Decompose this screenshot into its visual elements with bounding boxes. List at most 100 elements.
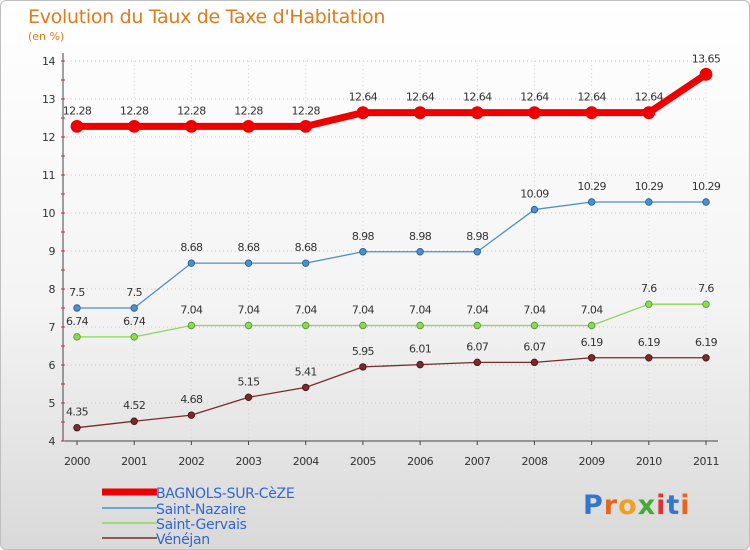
data-label: 8.98 — [466, 230, 489, 243]
data-point — [473, 248, 481, 256]
data-label: 12.28 — [120, 104, 149, 117]
x-tick-label: 2008 — [521, 455, 547, 468]
data-point — [642, 106, 656, 120]
data-label: 7.04 — [581, 303, 604, 316]
y-tick-label: 12 — [42, 131, 55, 144]
data-point — [356, 106, 370, 120]
data-point — [416, 248, 424, 256]
legend-label: Vénéjan — [156, 532, 210, 548]
data-label: 5.95 — [352, 345, 375, 358]
data-label: 10.29 — [692, 180, 721, 193]
logo-letter: x — [637, 490, 657, 521]
logo-letter: i — [656, 490, 667, 521]
data-point — [302, 321, 310, 330]
data-point — [530, 205, 539, 214]
data-point — [244, 259, 253, 267]
y-tick-label: 4 — [49, 435, 56, 448]
data-point — [359, 363, 367, 371]
data-label: 5.41 — [295, 365, 317, 378]
logo-letter: P — [583, 490, 604, 521]
data-point — [187, 411, 196, 419]
data-point — [473, 321, 481, 330]
legend-label: BAGNOLS-SUR-CèZE — [156, 486, 294, 502]
data-point — [528, 106, 541, 120]
data-point — [645, 300, 653, 308]
data-label: 6.74 — [66, 315, 89, 328]
proxiti-logo: Proxiti — [583, 490, 691, 521]
data-label: 8.68 — [295, 241, 318, 254]
y-tick-label: 13 — [42, 93, 55, 106]
chart-title: Evolution du Taux de Taxe d'Habitation — [28, 6, 386, 28]
y-tick-label: 10 — [42, 207, 55, 220]
x-tick-label: 2006 — [407, 455, 433, 468]
series-line — [76, 201, 707, 309]
data-label: 4.35 — [66, 406, 89, 419]
chart-subtitle: (en %) — [28, 30, 65, 43]
x-tick-label: 2011 — [693, 455, 719, 468]
data-point — [702, 300, 710, 308]
data-point — [702, 198, 710, 206]
logo-letter: r — [603, 490, 619, 521]
data-point — [299, 119, 313, 133]
data-label: 10.29 — [635, 180, 664, 193]
data-point — [242, 119, 255, 133]
data-label: 12.28 — [177, 104, 206, 117]
data-label: 6.07 — [466, 340, 489, 353]
data-point — [130, 333, 138, 341]
data-label: 12.64 — [349, 91, 378, 104]
x-tick-label: 2007 — [464, 455, 490, 468]
data-label: 12.64 — [577, 91, 606, 104]
x-tick-label: 2009 — [579, 455, 605, 468]
data-point — [187, 321, 196, 330]
data-point — [359, 248, 367, 256]
series-line — [76, 357, 707, 429]
data-point — [73, 333, 81, 341]
data-label: 6.19 — [638, 336, 661, 349]
series-v-n-jan: 4.35 4.52 4.68 5.15 5.41 5.95 6.01 6.07 6.07 6.19… — [66, 336, 718, 432]
data-point — [585, 106, 599, 120]
data-label: 7.04 — [295, 303, 318, 316]
series-bagnols-sur-c-ze: 12.28 12.28 12.28 12.28 12.28 12.64 12.64 12.64… — [63, 52, 721, 133]
x-tick-label: 2004 — [293, 455, 319, 468]
data-label: 7.04 — [237, 303, 260, 316]
data-point — [587, 321, 596, 330]
y-tick-label: 6 — [49, 359, 56, 372]
data-point — [130, 304, 138, 312]
data-point — [184, 119, 198, 133]
data-label: 7.6 — [698, 282, 714, 295]
data-label: 7.04 — [523, 303, 546, 316]
data-label: 4.68 — [180, 393, 203, 406]
data-point — [187, 259, 196, 267]
data-label: 8.98 — [352, 230, 375, 243]
data-label: 10.09 — [520, 188, 549, 201]
data-label: 4.52 — [123, 399, 145, 412]
data-point — [645, 354, 653, 362]
data-point — [359, 321, 367, 330]
data-point — [530, 321, 539, 330]
data-point — [127, 119, 141, 133]
data-label: 6.07 — [523, 340, 546, 353]
y-tick-label: 9 — [49, 245, 56, 258]
data-point — [473, 358, 481, 367]
y-tick-label: 14 — [42, 55, 55, 68]
data-point — [413, 106, 427, 120]
series-saint-gervais: 6.74 6.74 7.04 7.04 7.04 7.04 7.04 7.04 7.04 7.04… — [66, 282, 715, 341]
data-point — [530, 358, 539, 367]
data-label: 10.29 — [577, 180, 606, 193]
y-tick-label: 11 — [42, 169, 55, 182]
series-saint-nazaire: 7.5 7.5 8.68 8.68 8.68 8.98 8.98 8.98 10.09 10.29… — [69, 180, 721, 312]
y-tick-label: 7 — [49, 321, 56, 334]
x-tick-label: 2000 — [64, 455, 90, 468]
x-tick-label: 2003 — [236, 455, 262, 468]
logo-letter: i — [680, 490, 691, 521]
data-label: 7.04 — [180, 303, 203, 316]
data-label: 12.64 — [635, 91, 664, 104]
data-label: 7.04 — [352, 303, 375, 316]
data-point — [130, 417, 138, 425]
data-label: 6.19 — [695, 336, 718, 349]
series-line — [76, 303, 707, 338]
data-label: 7.5 — [69, 286, 85, 299]
data-point — [70, 119, 84, 133]
